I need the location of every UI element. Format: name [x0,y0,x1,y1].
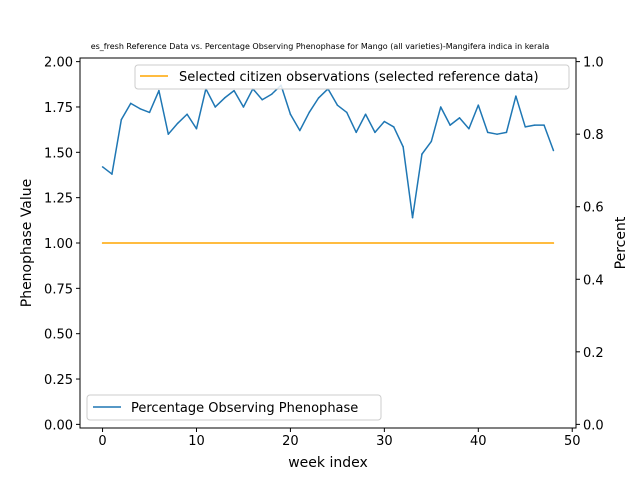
data-point [336,104,339,106]
data-point [261,98,263,101]
legend-lower-left: Percentage Observing Phenophase [86,394,382,421]
y-tick-label-right: 0.0 [583,418,604,433]
data-point [111,173,113,175]
data-point [430,140,433,143]
data-point [270,93,273,96]
data-point [374,131,376,134]
data-point [402,146,404,148]
data-point [148,111,151,114]
y-tick-label-right: 0.2 [583,346,604,361]
x-axis-label: week index [288,455,368,471]
data-point [129,102,132,105]
x-tick-label: 20 [282,434,299,449]
legend-top-right: Selected citizen observations (selected … [134,64,570,90]
data-point [515,95,517,97]
data-point [393,126,395,128]
y-tick-label-left: 1.75 [44,101,73,116]
y-tick-label-right: 0.8 [583,128,604,143]
data-point [439,106,442,108]
data-point [120,118,123,121]
data-point [176,122,179,125]
data-point [223,97,226,99]
chart-title: es_fresh Reference Data vs. Percentage O… [91,42,550,51]
y-axis-label-left: Phenophase Value [19,179,35,308]
data-point [101,166,104,168]
data-point [299,129,301,132]
data-point [449,124,451,126]
y-tick-label-left: 1.25 [44,192,73,207]
x-tick-label: 50 [564,434,581,449]
x-tick-label: 10 [188,434,205,449]
legend-top-right-box [134,64,570,90]
legend-lower-left-box [86,394,382,421]
data-point [524,126,527,128]
y-tick-label-left: 0.75 [44,282,73,297]
data-point [496,133,498,135]
data-point [458,117,461,119]
data-point [421,153,423,155]
data-point [505,131,508,134]
y-tick-label-right: 0.4 [583,273,604,288]
data-point [552,149,555,152]
y-tick-label-right: 1.0 [583,56,604,71]
data-point [101,242,104,244]
axes-layer: 0 10 20 30 40 50 0.00 0.25 0.50 0.75 1.00 1.25 1.50 1… [44,56,604,449]
data-point [346,111,348,114]
y-tick-label-left: 0.50 [44,328,73,343]
y-tick-label-right: 0.6 [583,201,604,216]
data-point [364,113,367,115]
data-point [289,113,292,115]
legend-label-percentage: Percentage Observing Phenophase [131,401,358,416]
y-tick-label-left: 1.00 [44,237,73,252]
data-point [158,89,160,92]
y-axis-label-right: Percent [613,216,629,269]
data-point [233,89,235,92]
data-point [552,242,555,244]
data-point [477,104,480,106]
data-point [355,131,357,134]
data-point [317,97,320,99]
y-tick-label-left: 0.00 [44,418,73,433]
data-point [195,127,198,130]
data-point [383,120,386,123]
y-tick-label-left: 2.00 [44,56,73,71]
legend-label-reference: Selected citizen observations (selected … [179,70,539,85]
y-tick-label-left: 1.50 [44,146,73,161]
data-point [543,124,545,126]
data-point [214,106,217,108]
data-point [186,113,188,115]
data-point [533,124,536,126]
data-point [139,108,141,110]
data-point [486,131,489,134]
data-point [411,216,414,219]
data-point [468,127,470,130]
data-point [242,106,245,108]
y-tick-label-left: 0.25 [44,373,73,388]
data-point [308,111,310,114]
data-point [167,133,170,135]
x-tick-label: 40 [470,434,487,449]
x-tick-label: 30 [376,434,393,449]
x-tick-label: 0 [98,434,106,449]
